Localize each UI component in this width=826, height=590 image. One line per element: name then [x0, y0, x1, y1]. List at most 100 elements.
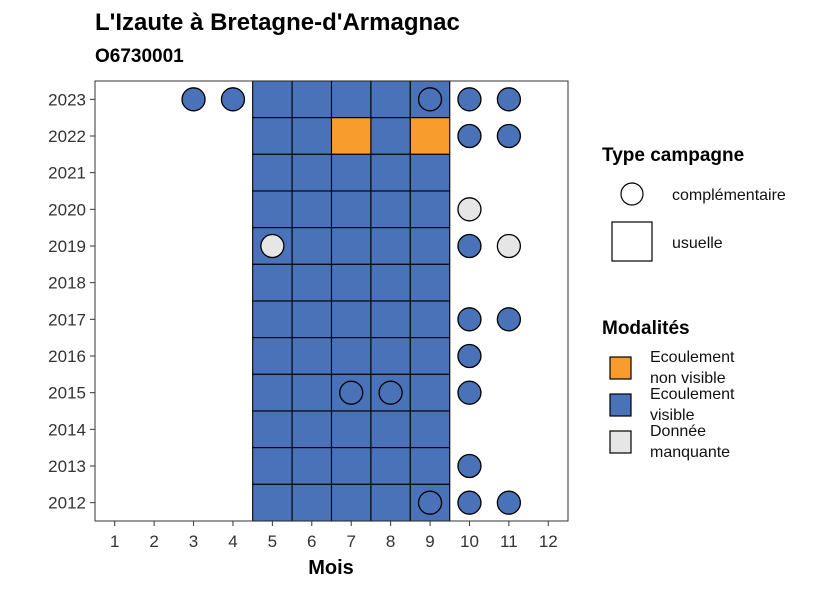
legend-modalite-label-1-line1: Ecoulement	[650, 386, 735, 403]
tile-2013-9	[409, 447, 451, 485]
tile-2014-5	[252, 410, 293, 449]
tile-2015-9	[409, 373, 451, 412]
tile-2021-5	[252, 153, 293, 192]
panel-border	[94, 80, 569, 522]
tile-2023-7	[330, 80, 372, 119]
tile-2018-6	[291, 263, 333, 302]
legend-complementaire-symbol	[620, 182, 644, 206]
y-tick-label-2020: 2020	[48, 200, 86, 219]
tile-2017-7	[330, 300, 372, 339]
tile-2012-6	[291, 483, 333, 522]
y-tick-label-2018: 2018	[48, 274, 86, 293]
y-tick-label-2019: 2019	[48, 237, 86, 256]
tile-2020-8	[370, 190, 411, 229]
x-tick-label-9: 9	[425, 532, 434, 551]
legend-type-title: Type campagne	[602, 145, 744, 166]
y-tick-label-2023: 2023	[48, 90, 86, 109]
tile-2015-6	[291, 373, 333, 412]
legend: Type campagne complémentaire usuelle Mod…	[602, 145, 786, 461]
legend-usuelle-symbol	[611, 221, 653, 262]
y-tick-label-2022: 2022	[48, 127, 86, 146]
tile-2018-9	[409, 263, 451, 302]
tile-2022-8	[370, 117, 411, 155]
point-2023-4	[220, 87, 246, 112]
tile-2022-6	[291, 117, 333, 155]
tile-2012-8	[370, 483, 411, 522]
x-tick-label-3: 3	[189, 532, 198, 551]
chart-title: L'Izaute à Bretagne-d'Armagnac	[95, 9, 460, 36]
x-tick-label-6: 6	[307, 532, 316, 551]
tile-2014-7	[330, 410, 372, 449]
tile-2013-5	[252, 447, 293, 485]
tile-2017-5	[252, 300, 293, 339]
tile-2017-9	[409, 300, 451, 339]
tile-2013-7	[330, 447, 372, 485]
tile-2018-8	[370, 263, 411, 302]
point-2012-10	[457, 490, 482, 515]
y-tick-label-2013: 2013	[48, 457, 86, 476]
point-2019-5	[260, 233, 285, 259]
point-2016-10	[457, 343, 482, 369]
tile-2012-5	[252, 483, 293, 522]
point-2012-9	[417, 490, 443, 515]
x-tick-label-12: 12	[539, 532, 558, 551]
legend-modalites-title: Modalités	[602, 318, 690, 339]
point-2023-9	[417, 87, 443, 112]
y-tick-label-2017: 2017	[48, 310, 86, 329]
tile-2014-8	[370, 410, 411, 449]
tile-2023-8	[370, 80, 411, 119]
tile-2019-6	[291, 227, 333, 265]
tile-2016-8	[370, 337, 411, 375]
tile-2020-7	[330, 190, 372, 229]
point-2023-11	[496, 87, 522, 112]
legend-modalite-label-0-line2: non visible	[650, 370, 726, 387]
tile-2013-6	[291, 447, 333, 485]
legend-modalite-key-1	[609, 393, 632, 417]
point-2019-11	[496, 233, 522, 259]
tile-2016-6	[291, 337, 333, 375]
plot-area: 1 2 3 4 5 6 7 8 9 10 11 122012201320142015201620172…	[48, 80, 569, 551]
legend-modalite-label-1-line2: visible	[650, 407, 695, 424]
x-tick-label-10: 10	[460, 532, 479, 551]
point-2013-10	[457, 453, 482, 479]
tile-2016-7	[330, 337, 372, 375]
tile-2021-8	[370, 153, 411, 192]
point-2015-10	[457, 380, 482, 405]
y-tick-label-2014: 2014	[48, 420, 86, 439]
tile-2017-6	[291, 300, 333, 339]
tile-2018-5	[252, 263, 293, 302]
point-2017-10	[457, 307, 482, 332]
chart-subtitle: O6730001	[95, 46, 184, 67]
y-tick-label-2021: 2021	[48, 164, 86, 183]
tile-2022-7	[330, 117, 372, 155]
x-tick-label-11: 11	[500, 532, 518, 551]
x-tick-label-4: 4	[228, 532, 237, 551]
y-tick-label-2012: 2012	[48, 494, 86, 513]
point-2023-3	[181, 87, 206, 112]
tile-2022-5	[252, 117, 293, 155]
y-tick-label-2015: 2015	[48, 384, 86, 403]
legend-modalite-label-2-line2: manquante	[650, 444, 730, 461]
tile-2015-5	[252, 373, 293, 412]
point-2019-10	[457, 233, 482, 259]
tile-2020-5	[252, 190, 293, 229]
point-2015-8	[378, 380, 403, 405]
tile-2020-6	[291, 190, 333, 229]
tile-2022-9	[409, 117, 451, 155]
legend-modalite-key-2	[609, 430, 632, 454]
point-2012-11	[496, 490, 522, 515]
tile-2023-5	[252, 80, 293, 119]
point-2022-10	[457, 123, 482, 149]
point-2017-11	[496, 307, 522, 332]
tile-2019-8	[370, 227, 411, 265]
x-axis-title: Mois	[308, 557, 354, 579]
tile-2021-6	[291, 153, 333, 192]
legend-complementaire-label: complémentaire	[672, 187, 786, 204]
tile-2023-6	[291, 80, 333, 119]
tile-2014-9	[409, 410, 451, 449]
legend-modalite-label-0-line1: Ecoulement	[650, 349, 735, 366]
tile-2016-5	[252, 337, 293, 375]
tile-2017-8	[370, 300, 411, 339]
